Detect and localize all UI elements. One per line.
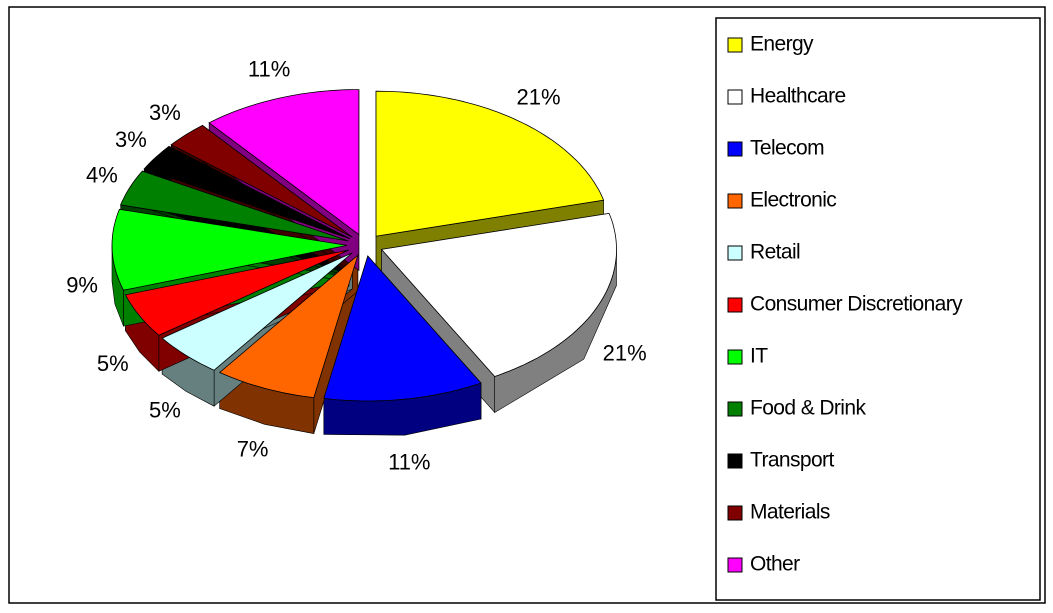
slice: [170, 124, 353, 238]
slice: [143, 145, 351, 240]
slice: [161, 252, 353, 371]
legend-swatch: [727, 89, 743, 105]
data-label: 21%: [603, 340, 647, 365]
legend-label: Food & Drink: [750, 397, 866, 420]
slice: [111, 208, 348, 291]
data-label: 11%: [388, 450, 430, 475]
data-label: 9%: [66, 273, 98, 298]
data-label: 11%: [248, 57, 290, 82]
data-label: 3%: [115, 127, 147, 152]
legend-swatch: [727, 245, 743, 261]
legend-swatch: [727, 453, 743, 469]
data-label: 7%: [237, 437, 269, 462]
slice: [323, 255, 482, 402]
data-label: 3%: [149, 100, 181, 125]
legend-swatch: [727, 349, 743, 365]
legend-label: Transport: [750, 449, 834, 472]
legend-label: IT: [750, 345, 768, 368]
legend-swatch: [727, 37, 743, 53]
legend-label: Energy: [750, 33, 814, 56]
data-label: 21%: [516, 85, 560, 110]
legend-swatch: [727, 557, 743, 573]
slice: [124, 249, 350, 336]
slice: [375, 90, 605, 237]
data-label: 5%: [97, 351, 129, 376]
legend-label: Telecom: [750, 137, 824, 160]
legend-box: [715, 17, 1041, 601]
legend-label: Retail: [750, 241, 800, 264]
data-label: 5%: [149, 398, 181, 423]
slice: [380, 212, 617, 377]
slice: [218, 253, 359, 399]
legend-label: Electronic: [750, 189, 836, 212]
legend-label: Consumer Discretionary: [750, 293, 963, 316]
legend-label: Healthcare: [750, 85, 846, 108]
legend-swatch: [727, 297, 743, 313]
slice: [120, 170, 349, 242]
legend-swatch: [727, 505, 743, 521]
legend-swatch: [727, 193, 743, 209]
legend-label: Other: [750, 553, 800, 576]
legend-label: Materials: [750, 501, 830, 524]
legend-swatch: [727, 141, 743, 157]
data-label: 4%: [86, 163, 118, 188]
slice: [208, 89, 360, 236]
legend-swatch: [727, 401, 743, 417]
